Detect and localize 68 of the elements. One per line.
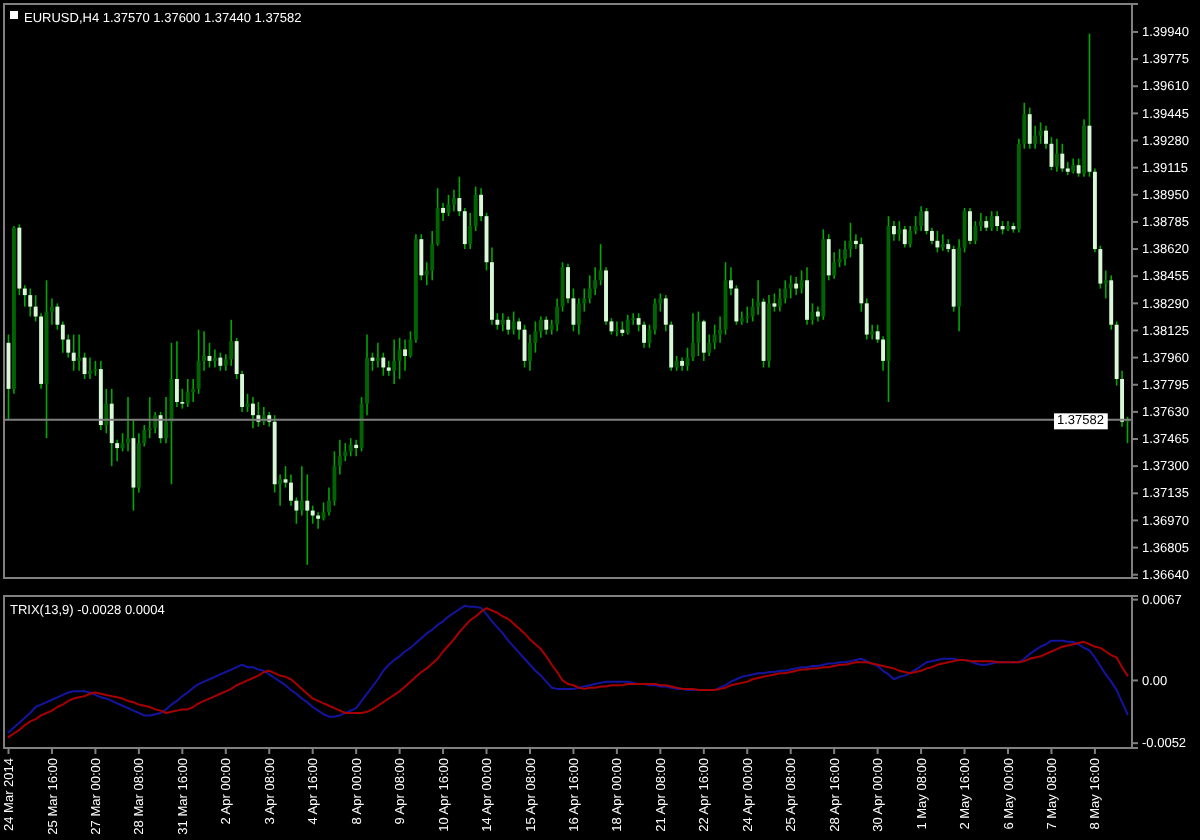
candlestick (1027, 106, 1032, 150)
candlestick (451, 189, 456, 213)
candlestick (625, 314, 630, 336)
candlestick (185, 378, 190, 408)
candlestick (788, 274, 793, 300)
candlestick (441, 202, 446, 222)
candlestick (587, 274, 592, 305)
candlestick (403, 338, 407, 372)
candlestick (739, 310, 744, 326)
candlestick (891, 220, 896, 242)
candlestick (500, 312, 505, 333)
candlestick (250, 396, 255, 430)
candlestick (989, 210, 994, 232)
candlestick (28, 287, 33, 318)
candlestick (218, 351, 223, 372)
candlestick (783, 279, 788, 305)
candlestick (511, 310, 516, 336)
candlestick (968, 207, 972, 245)
candlestick (212, 348, 217, 369)
candlestick (642, 320, 647, 349)
candlestick (973, 220, 978, 245)
candlestick (799, 269, 804, 295)
candlestick (229, 318, 234, 367)
candlestick (701, 318, 706, 362)
candlestick (1076, 157, 1081, 178)
candlestick (381, 351, 386, 377)
candlestick (354, 439, 359, 458)
candlestick (810, 302, 815, 326)
candlestick (1038, 121, 1043, 145)
candlestick (826, 233, 831, 282)
candlestick (196, 328, 201, 395)
candlestick (506, 315, 511, 336)
candlestick (805, 266, 809, 326)
candlestick (109, 388, 114, 467)
candlestick (71, 333, 76, 372)
candlestick (995, 210, 1000, 232)
candlestick (305, 473, 310, 566)
candlestick (745, 305, 750, 324)
candlestick (316, 511, 321, 530)
candlestick (147, 396, 152, 439)
candlestick (576, 297, 581, 336)
candlestick (696, 310, 701, 357)
candlestick (77, 333, 82, 372)
candlestick (712, 323, 717, 351)
candlestick (794, 276, 799, 296)
candlestick (392, 338, 397, 385)
candlestick (278, 473, 283, 507)
candlestick (940, 233, 945, 252)
candlestick (370, 351, 375, 372)
candlestick (397, 337, 402, 380)
candlestick (126, 396, 130, 453)
candlestick (375, 342, 380, 369)
candlestick (348, 437, 353, 458)
candlestick (544, 315, 549, 336)
candlestick (935, 230, 940, 254)
candlestick (772, 292, 777, 313)
candlestick (136, 432, 141, 494)
candlestick (88, 356, 92, 380)
candlestick (1060, 143, 1065, 173)
candlestick (777, 287, 782, 313)
candlestick (897, 220, 902, 242)
candlestick (1054, 138, 1059, 173)
candlestick (174, 340, 179, 408)
candlestick (598, 243, 603, 287)
candlestick (902, 225, 907, 249)
candlestick (756, 279, 761, 316)
candlestick (419, 233, 424, 282)
candlestick (919, 205, 924, 232)
